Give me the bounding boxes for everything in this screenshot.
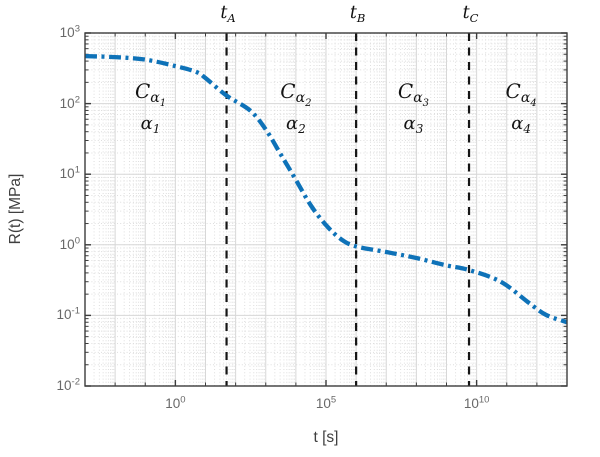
y-tick-label: 10-2 [56,376,80,393]
region-coefficient: Cα2 [280,79,312,109]
x-tick-label: 105 [315,394,337,411]
y-tick-label: 101 [59,164,80,182]
region-label-3: Cα3 α3 [397,79,430,136]
y-axis-title: R(t) [MPa] [7,173,24,245]
y-tick-label: 103 [59,23,80,40]
vline-label-C: tC [462,3,479,25]
region-exponent: α3 [403,113,424,136]
region-label-2: Cα2 α2 [280,79,312,136]
vline-label-B: tB [349,3,366,25]
y-tick-label: 10-1 [56,305,80,323]
x-tick-label: 1010 [463,394,490,411]
region-coefficient: Cα3 [397,79,430,109]
region-coefficient: Cα4 [505,79,537,109]
y-tick-label: 102 [59,94,80,111]
region-exponent: α1 [140,113,161,136]
vline-label-A: tA [220,3,236,25]
region-label-4: Cα4 α4 [505,79,537,136]
y-tick-label: 100 [59,235,80,252]
region-exponent: α2 [285,113,306,136]
x-tick-label: 100 [165,394,186,411]
relaxation-modulus-curve [84,53,568,325]
region-exponent: α4 [511,113,531,136]
plot-border [84,32,568,387]
region-coefficient: Cα1 [134,79,167,109]
x-axis-title: t [s] [313,429,339,446]
region-label-1: Cα1 α1 [134,79,167,136]
